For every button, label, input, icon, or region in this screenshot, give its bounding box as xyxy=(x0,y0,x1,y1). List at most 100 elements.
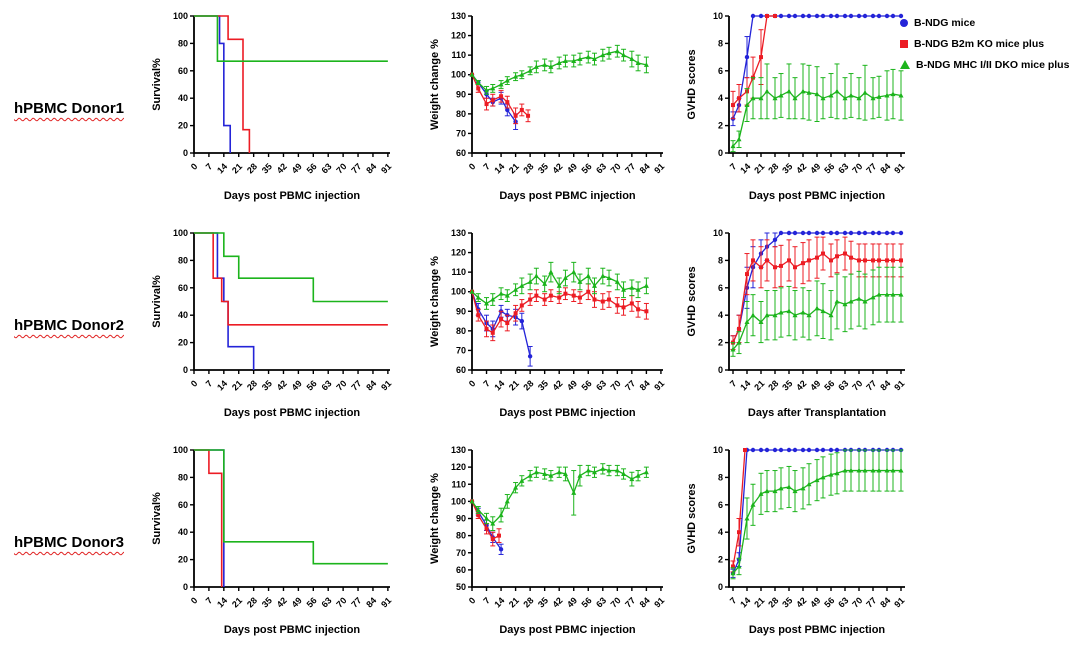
svg-text:0: 0 xyxy=(183,582,188,592)
svg-text:0: 0 xyxy=(183,365,188,375)
svg-text:4: 4 xyxy=(718,93,723,103)
svg-text:35: 35 xyxy=(536,378,550,392)
svg-text:63: 63 xyxy=(319,161,333,175)
svg-text:56: 56 xyxy=(580,161,594,175)
svg-text:63: 63 xyxy=(594,378,608,392)
svg-text:77: 77 xyxy=(864,378,878,392)
svg-text:7: 7 xyxy=(481,161,492,172)
svg-text:10: 10 xyxy=(713,228,723,238)
svg-text:20: 20 xyxy=(178,338,188,348)
svg-text:Days post PBMC injection: Days post PBMC injection xyxy=(749,624,886,636)
svg-text:120: 120 xyxy=(451,31,466,41)
figure-row-donor2: hPBMC Donor2 0 20 40 60 80 100 0 7 14 21 28 35 42 49 5… xyxy=(0,217,1080,434)
svg-text:21: 21 xyxy=(752,595,766,609)
figure-row-donor3: hPBMC Donor3 0 20 40 60 80 100 0 7 14 21 28 35 42 49 5… xyxy=(0,434,1080,651)
svg-text:14: 14 xyxy=(215,595,229,609)
svg-text:28: 28 xyxy=(245,595,259,609)
svg-text:40: 40 xyxy=(178,527,188,537)
svg-text:0: 0 xyxy=(467,161,478,172)
svg-text:35: 35 xyxy=(780,595,794,609)
svg-text:10: 10 xyxy=(713,445,723,455)
svg-text:14: 14 xyxy=(738,595,752,609)
svg-text:42: 42 xyxy=(550,595,564,609)
svg-text:21: 21 xyxy=(230,161,244,175)
svg-text:0: 0 xyxy=(189,595,200,606)
legend-label-mhc-dko: B-NDG MHC I/II DKO mice plus xyxy=(916,58,1070,71)
svg-text:110: 110 xyxy=(451,479,466,489)
svg-text:63: 63 xyxy=(836,595,850,609)
legend-label-bndg: B-NDG mice xyxy=(914,16,976,29)
svg-text:56: 56 xyxy=(580,378,594,392)
svg-text:77: 77 xyxy=(864,161,878,175)
legend-marker-circle-icon xyxy=(900,18,908,27)
svg-text:49: 49 xyxy=(565,161,579,175)
svg-text:91: 91 xyxy=(379,378,393,392)
svg-text:Days post PBMC injection: Days post PBMC injection xyxy=(499,407,636,419)
svg-text:60: 60 xyxy=(178,500,188,510)
svg-text:84: 84 xyxy=(638,595,652,609)
svg-text:GVHD scores: GVHD scores xyxy=(686,483,698,553)
svg-text:42: 42 xyxy=(275,161,289,175)
svg-text:63: 63 xyxy=(594,161,608,175)
svg-text:8: 8 xyxy=(718,38,723,48)
svg-text:0: 0 xyxy=(467,378,478,389)
svg-text:Weight change %: Weight change % xyxy=(429,39,441,130)
svg-text:14: 14 xyxy=(738,161,752,175)
svg-text:70: 70 xyxy=(850,161,864,175)
svg-text:GVHD scores: GVHD scores xyxy=(686,266,698,336)
svg-text:70: 70 xyxy=(609,595,623,609)
svg-text:80: 80 xyxy=(178,255,188,265)
svg-text:8: 8 xyxy=(718,255,723,265)
svg-text:70: 70 xyxy=(456,128,466,138)
svg-text:42: 42 xyxy=(794,378,808,392)
svg-text:Days post PBMC injection: Days post PBMC injection xyxy=(224,624,361,636)
svg-text:84: 84 xyxy=(364,595,378,609)
svg-text:14: 14 xyxy=(492,595,506,609)
svg-text:70: 70 xyxy=(456,548,466,558)
svg-text:90: 90 xyxy=(456,89,466,99)
svg-text:63: 63 xyxy=(836,161,850,175)
svg-text:35: 35 xyxy=(536,595,550,609)
svg-text:63: 63 xyxy=(836,378,850,392)
svg-text:70: 70 xyxy=(334,161,348,175)
svg-text:80: 80 xyxy=(178,472,188,482)
svg-text:Weight change %: Weight change % xyxy=(429,473,441,564)
svg-text:6: 6 xyxy=(718,66,723,76)
svg-text:42: 42 xyxy=(275,595,289,609)
svg-text:70: 70 xyxy=(334,378,348,392)
svg-text:2: 2 xyxy=(718,338,723,348)
svg-text:56: 56 xyxy=(305,161,319,175)
svg-text:40: 40 xyxy=(178,93,188,103)
svg-text:0: 0 xyxy=(718,365,723,375)
svg-text:42: 42 xyxy=(794,161,808,175)
svg-text:2: 2 xyxy=(718,121,723,131)
svg-text:100: 100 xyxy=(451,496,466,506)
svg-text:20: 20 xyxy=(178,555,188,565)
svg-text:130: 130 xyxy=(451,445,466,455)
chart-donor3-weight-change: 50 60 70 80 90 100 110 120 130 0 7 14 21 28 35 42 49 56 63… xyxy=(429,445,666,636)
svg-text:91: 91 xyxy=(892,161,906,175)
svg-text:50: 50 xyxy=(456,582,466,592)
svg-text:77: 77 xyxy=(864,595,878,609)
legend-marker-triangle-icon xyxy=(900,60,910,69)
svg-text:35: 35 xyxy=(536,161,550,175)
svg-text:56: 56 xyxy=(822,595,836,609)
svg-text:Days post PBMC injection: Days post PBMC injection xyxy=(749,190,886,202)
svg-text:100: 100 xyxy=(173,11,188,21)
svg-text:84: 84 xyxy=(364,161,378,175)
svg-text:Days post PBMC injection: Days post PBMC injection xyxy=(224,407,361,419)
svg-text:28: 28 xyxy=(245,378,259,392)
svg-text:70: 70 xyxy=(334,595,348,609)
svg-text:Survival%: Survival% xyxy=(151,492,163,545)
svg-text:21: 21 xyxy=(507,378,521,392)
svg-text:42: 42 xyxy=(550,161,564,175)
svg-text:0: 0 xyxy=(467,595,478,606)
svg-text:91: 91 xyxy=(892,378,906,392)
svg-text:4: 4 xyxy=(718,310,723,320)
svg-text:7: 7 xyxy=(728,161,739,172)
